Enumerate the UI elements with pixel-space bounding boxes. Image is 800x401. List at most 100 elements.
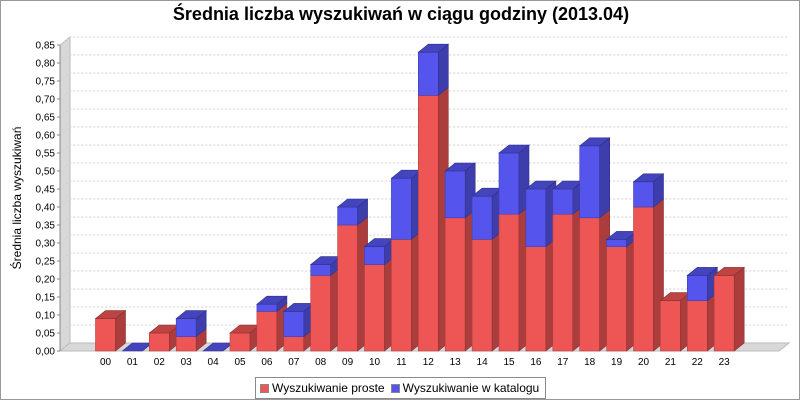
y-tick-label: 0,55 <box>36 149 56 160</box>
bar-proste-10 <box>364 255 395 352</box>
x-tick-label: 02 <box>154 357 166 368</box>
bar-proste-14 <box>471 230 503 352</box>
grid-line <box>59 72 789 82</box>
y-tick-label: 0,15 <box>36 293 56 304</box>
x-tick-label: 18 <box>584 357 596 368</box>
x-tick-label: 23 <box>719 357 731 368</box>
grid-line <box>59 162 789 172</box>
y-tick-label: 0,85 <box>36 41 56 52</box>
legend-swatch-proste <box>260 383 269 393</box>
grid-line <box>59 54 789 64</box>
x-tick-label: 05 <box>234 357 246 368</box>
grid-line <box>59 126 789 136</box>
y-tick-label: 0,25 <box>36 257 56 268</box>
y-axis-label: Średnia liczba wyszukiwań <box>9 127 24 270</box>
bar-proste-22 <box>686 291 718 352</box>
bar-katalog-12 <box>417 43 449 97</box>
y-tick-label: 0,30 <box>36 239 56 250</box>
bar-proste-13 <box>444 209 476 352</box>
bar-proste-18 <box>579 209 611 352</box>
bar-katalog-15 <box>498 144 530 215</box>
x-tick-label: 04 <box>208 357 220 368</box>
y-tick-label: 0,75 <box>36 77 56 88</box>
plot-left-wall <box>59 35 71 353</box>
bar-proste-20 <box>633 198 664 352</box>
x-tick-label: 15 <box>503 357 515 368</box>
bar-proste-23 <box>713 266 745 352</box>
legend-item-katalog: Wyszukiwanie w katalogu <box>390 381 540 395</box>
x-tick-label: 17 <box>557 357 569 368</box>
x-tick-label: 06 <box>261 357 273 368</box>
y-tick-label: 0,05 <box>36 329 56 340</box>
bar-top-12 <box>417 43 450 53</box>
bar-top-09 <box>336 198 369 208</box>
x-tick-label: 14 <box>477 357 489 368</box>
y-tick-label: 0,80 <box>36 59 56 70</box>
y-tick-label: 0,20 <box>36 275 56 286</box>
bar-katalog-13 <box>444 162 476 219</box>
bar-top-20 <box>632 173 665 183</box>
bar-proste-09 <box>337 216 368 352</box>
bar-katalog-20 <box>633 173 664 208</box>
bar-top-03 <box>175 310 208 319</box>
x-tick-label: 00 <box>100 357 112 368</box>
bar-top-15 <box>498 144 530 154</box>
y-tick-label: 0,45 <box>36 185 56 196</box>
bar-proste-12 <box>417 86 449 352</box>
x-tick-label: 20 <box>638 357 650 368</box>
legend: Wyszukiwanie proste Wyszukiwanie w katal… <box>255 377 547 399</box>
bar-top-22 <box>686 267 719 276</box>
bar-proste-03 <box>175 327 207 352</box>
x-tick-label: 21 <box>665 357 677 368</box>
x-tick-label: 03 <box>181 357 193 368</box>
bar-top-23 <box>713 267 746 276</box>
y-tick-label: 0,60 <box>36 131 56 142</box>
legend-label-proste: Wyszukiwanie proste <box>272 381 385 395</box>
bar-top-13 <box>444 162 477 172</box>
bar-proste-16 <box>525 237 557 352</box>
x-tick-label: 01 <box>127 357 139 368</box>
bar-top-00 <box>94 310 127 319</box>
bar-proste-19 <box>606 237 637 352</box>
bar-top-16 <box>525 180 557 190</box>
legend-swatch-katalog <box>390 383 400 393</box>
bar-top-18 <box>578 137 611 147</box>
y-tick-label: 0,50 <box>36 167 56 178</box>
legend-item-proste: Wyszukiwanie proste <box>260 381 385 395</box>
grid-line <box>59 90 789 100</box>
y-tick-label: 0,10 <box>36 311 56 322</box>
x-tick-label: 19 <box>611 357 623 368</box>
y-tick-label: 0,65 <box>36 113 56 124</box>
y-tick-label: 0,70 <box>36 95 56 106</box>
bar-proste-11 <box>391 230 422 352</box>
y-tick-label: 0,40 <box>36 203 56 214</box>
chart-title: Średnia liczba wyszukiwań w ciągu godzin… <box>172 4 630 24</box>
grid-line <box>59 144 789 154</box>
x-tick-label: 12 <box>423 357 435 368</box>
x-tick-label: 10 <box>369 357 381 368</box>
bar-proste-21 <box>660 291 691 352</box>
bar-katalog-16 <box>525 180 557 248</box>
bar-katalog-03 <box>175 309 207 338</box>
y-tick-label: 0,35 <box>36 221 56 232</box>
x-tick-label: 16 <box>530 357 542 368</box>
x-tick-label: 13 <box>450 357 462 368</box>
bar-top-06 <box>256 295 288 305</box>
bar-proste-15 <box>498 205 530 352</box>
bar-proste-00 <box>95 309 126 352</box>
bar-katalog-18 <box>579 137 611 219</box>
grid-line <box>59 108 789 118</box>
legend-label-katalog: Wyszukiwanie w katalogu <box>402 381 540 395</box>
bar-proste-08 <box>310 266 342 352</box>
y-tick-label: 0,00 <box>36 347 56 358</box>
x-tick-label: 11 <box>396 357 407 368</box>
x-tick-label: 08 <box>315 357 327 368</box>
grid-line <box>59 36 789 46</box>
x-tick-label: 07 <box>288 357 300 368</box>
x-tick-label: 09 <box>342 357 354 368</box>
bar-katalog-11 <box>391 169 422 241</box>
bar-proste-17 <box>552 205 584 352</box>
x-tick-label: 22 <box>692 357 704 368</box>
